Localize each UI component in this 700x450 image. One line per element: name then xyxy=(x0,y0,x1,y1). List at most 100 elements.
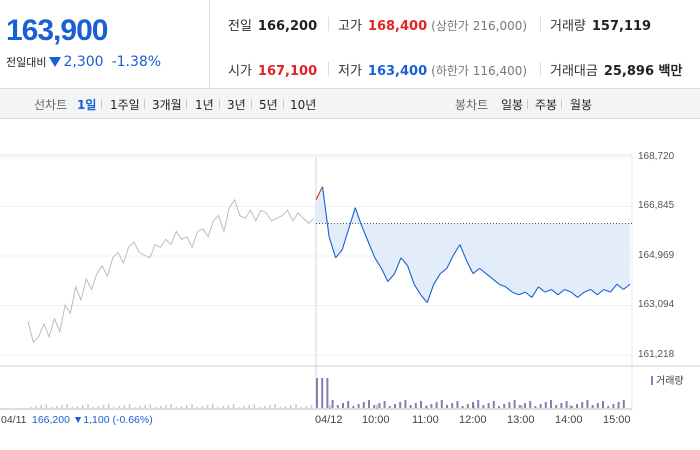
volume-bar xyxy=(565,401,568,408)
x-tick-label: 04/12 xyxy=(315,414,343,426)
volume-bar xyxy=(347,401,350,408)
change-label: 전일대비 xyxy=(6,56,47,69)
prev-volume-bar xyxy=(305,406,308,408)
today-line-segment xyxy=(367,241,376,259)
y-tick-label: 164,969 xyxy=(638,250,675,261)
prev-volume-bar xyxy=(310,405,313,408)
volume-bar xyxy=(352,406,355,408)
today-line-segment xyxy=(596,289,605,296)
tab-5year[interactable]: 5년 xyxy=(259,98,278,112)
prev-volume-bar xyxy=(279,407,282,408)
volume-bar xyxy=(466,404,469,408)
today-line-segment xyxy=(564,288,572,293)
prev-volume-bar xyxy=(128,404,131,408)
change-value: 2,300 xyxy=(63,54,104,70)
today-line-segment xyxy=(492,278,500,285)
tab-1week[interactable]: 1주일 xyxy=(110,98,140,112)
volume-bar xyxy=(539,404,542,408)
prev-close-label: 전일 xyxy=(228,19,252,34)
down-arrow-icon xyxy=(49,57,62,67)
open-stat: 시가 167,100 xyxy=(228,60,317,79)
prev-volume-bar xyxy=(45,404,48,408)
prev-volume-bar xyxy=(290,405,292,408)
today-line-segment xyxy=(512,291,519,296)
divider xyxy=(561,99,562,109)
today-line-segment xyxy=(531,286,539,298)
tab-10year[interactable]: 10년 xyxy=(290,98,317,112)
divider xyxy=(251,99,252,109)
volume-bar xyxy=(513,400,516,408)
high-stat: 고가 168,400 (상한가 216,000) xyxy=(338,15,527,34)
today-line-segment xyxy=(426,284,435,303)
tab-3month[interactable]: 3개월 xyxy=(152,98,182,112)
today-line-segment xyxy=(387,273,395,282)
open-label: 시가 xyxy=(228,64,252,79)
today-line-segment xyxy=(518,291,526,296)
prev-volume-bar xyxy=(61,405,63,408)
volume-bar xyxy=(596,403,599,408)
chart-period-tabs: 선차트 1일 1주일 3개월 1년 3년 5년 10년 봉차트 일봉 주봉 월봉 xyxy=(0,89,700,119)
today-line-segment xyxy=(452,244,461,256)
tab-1year[interactable]: 1년 xyxy=(195,98,214,112)
divider xyxy=(283,99,284,109)
today-line-segment xyxy=(380,268,389,282)
prev-volume-bar xyxy=(300,407,302,408)
volume-bar xyxy=(550,400,552,408)
volume-stat: 거래량 157,119 xyxy=(550,15,651,34)
divider xyxy=(328,17,329,31)
prev-volume-bar xyxy=(134,407,136,408)
volume-bar xyxy=(378,403,381,408)
today-line-segment xyxy=(335,249,343,259)
volume-bar xyxy=(316,378,318,408)
today-line-segment xyxy=(361,225,369,243)
volume-bar xyxy=(617,402,620,408)
divider xyxy=(328,62,329,76)
volume-bar xyxy=(503,404,506,408)
prev-volume-bar xyxy=(206,405,209,408)
x-tick-label: 15:00 xyxy=(603,414,631,426)
prev-volume-bar xyxy=(92,407,94,408)
volume-bar xyxy=(326,378,329,408)
x-tick-label: 12:00 xyxy=(459,414,487,426)
today-line-segment xyxy=(400,257,409,267)
volume-bar xyxy=(446,405,448,408)
today-line-segment xyxy=(465,260,474,274)
prev-volume-bar xyxy=(144,405,146,408)
today-line-segment xyxy=(505,286,513,293)
prev-volume-bar xyxy=(160,406,162,408)
prev-volume-bar xyxy=(139,406,141,408)
today-line-segment xyxy=(603,288,611,293)
volume-bar xyxy=(586,400,589,408)
tab-monthly-candle[interactable]: 월봉 xyxy=(570,98,593,112)
prev-volume-bar xyxy=(227,405,230,408)
volume-bar xyxy=(420,401,422,408)
tab-3year[interactable]: 3년 xyxy=(227,98,246,112)
today-line-segment xyxy=(557,289,565,296)
prev-volume-bar xyxy=(40,405,42,408)
volume-bar xyxy=(404,400,407,408)
prev-volume-bar xyxy=(165,405,167,408)
prev-volume-bar xyxy=(248,405,250,408)
volume-bar xyxy=(570,406,573,408)
open-value: 167,100 xyxy=(257,64,318,79)
tab-daily-candle[interactable]: 일봉 xyxy=(501,98,524,112)
tab-weekly-candle[interactable]: 주봉 xyxy=(535,98,558,112)
today-line-segment xyxy=(341,228,350,251)
tab-1day[interactable]: 1일 xyxy=(77,98,97,112)
volume-bar xyxy=(560,403,563,408)
volume-bar xyxy=(321,378,324,408)
y-tick-label: 168,720 xyxy=(638,151,675,162)
prev-volume-bar xyxy=(191,404,193,408)
prev-volume-bar xyxy=(50,407,53,408)
prev-volume-bar xyxy=(102,405,105,408)
volume-bar xyxy=(368,400,370,408)
prev-volume-bar xyxy=(274,404,276,408)
volume-bar xyxy=(440,400,443,408)
volume-bar xyxy=(508,402,511,408)
prev-volume-bar xyxy=(71,407,74,408)
prev-volume-bar xyxy=(180,406,183,408)
prev-close-stat: 전일 166,200 xyxy=(228,15,317,34)
volume-bar xyxy=(487,403,490,408)
divider xyxy=(540,62,541,76)
volume-bar xyxy=(388,406,391,408)
